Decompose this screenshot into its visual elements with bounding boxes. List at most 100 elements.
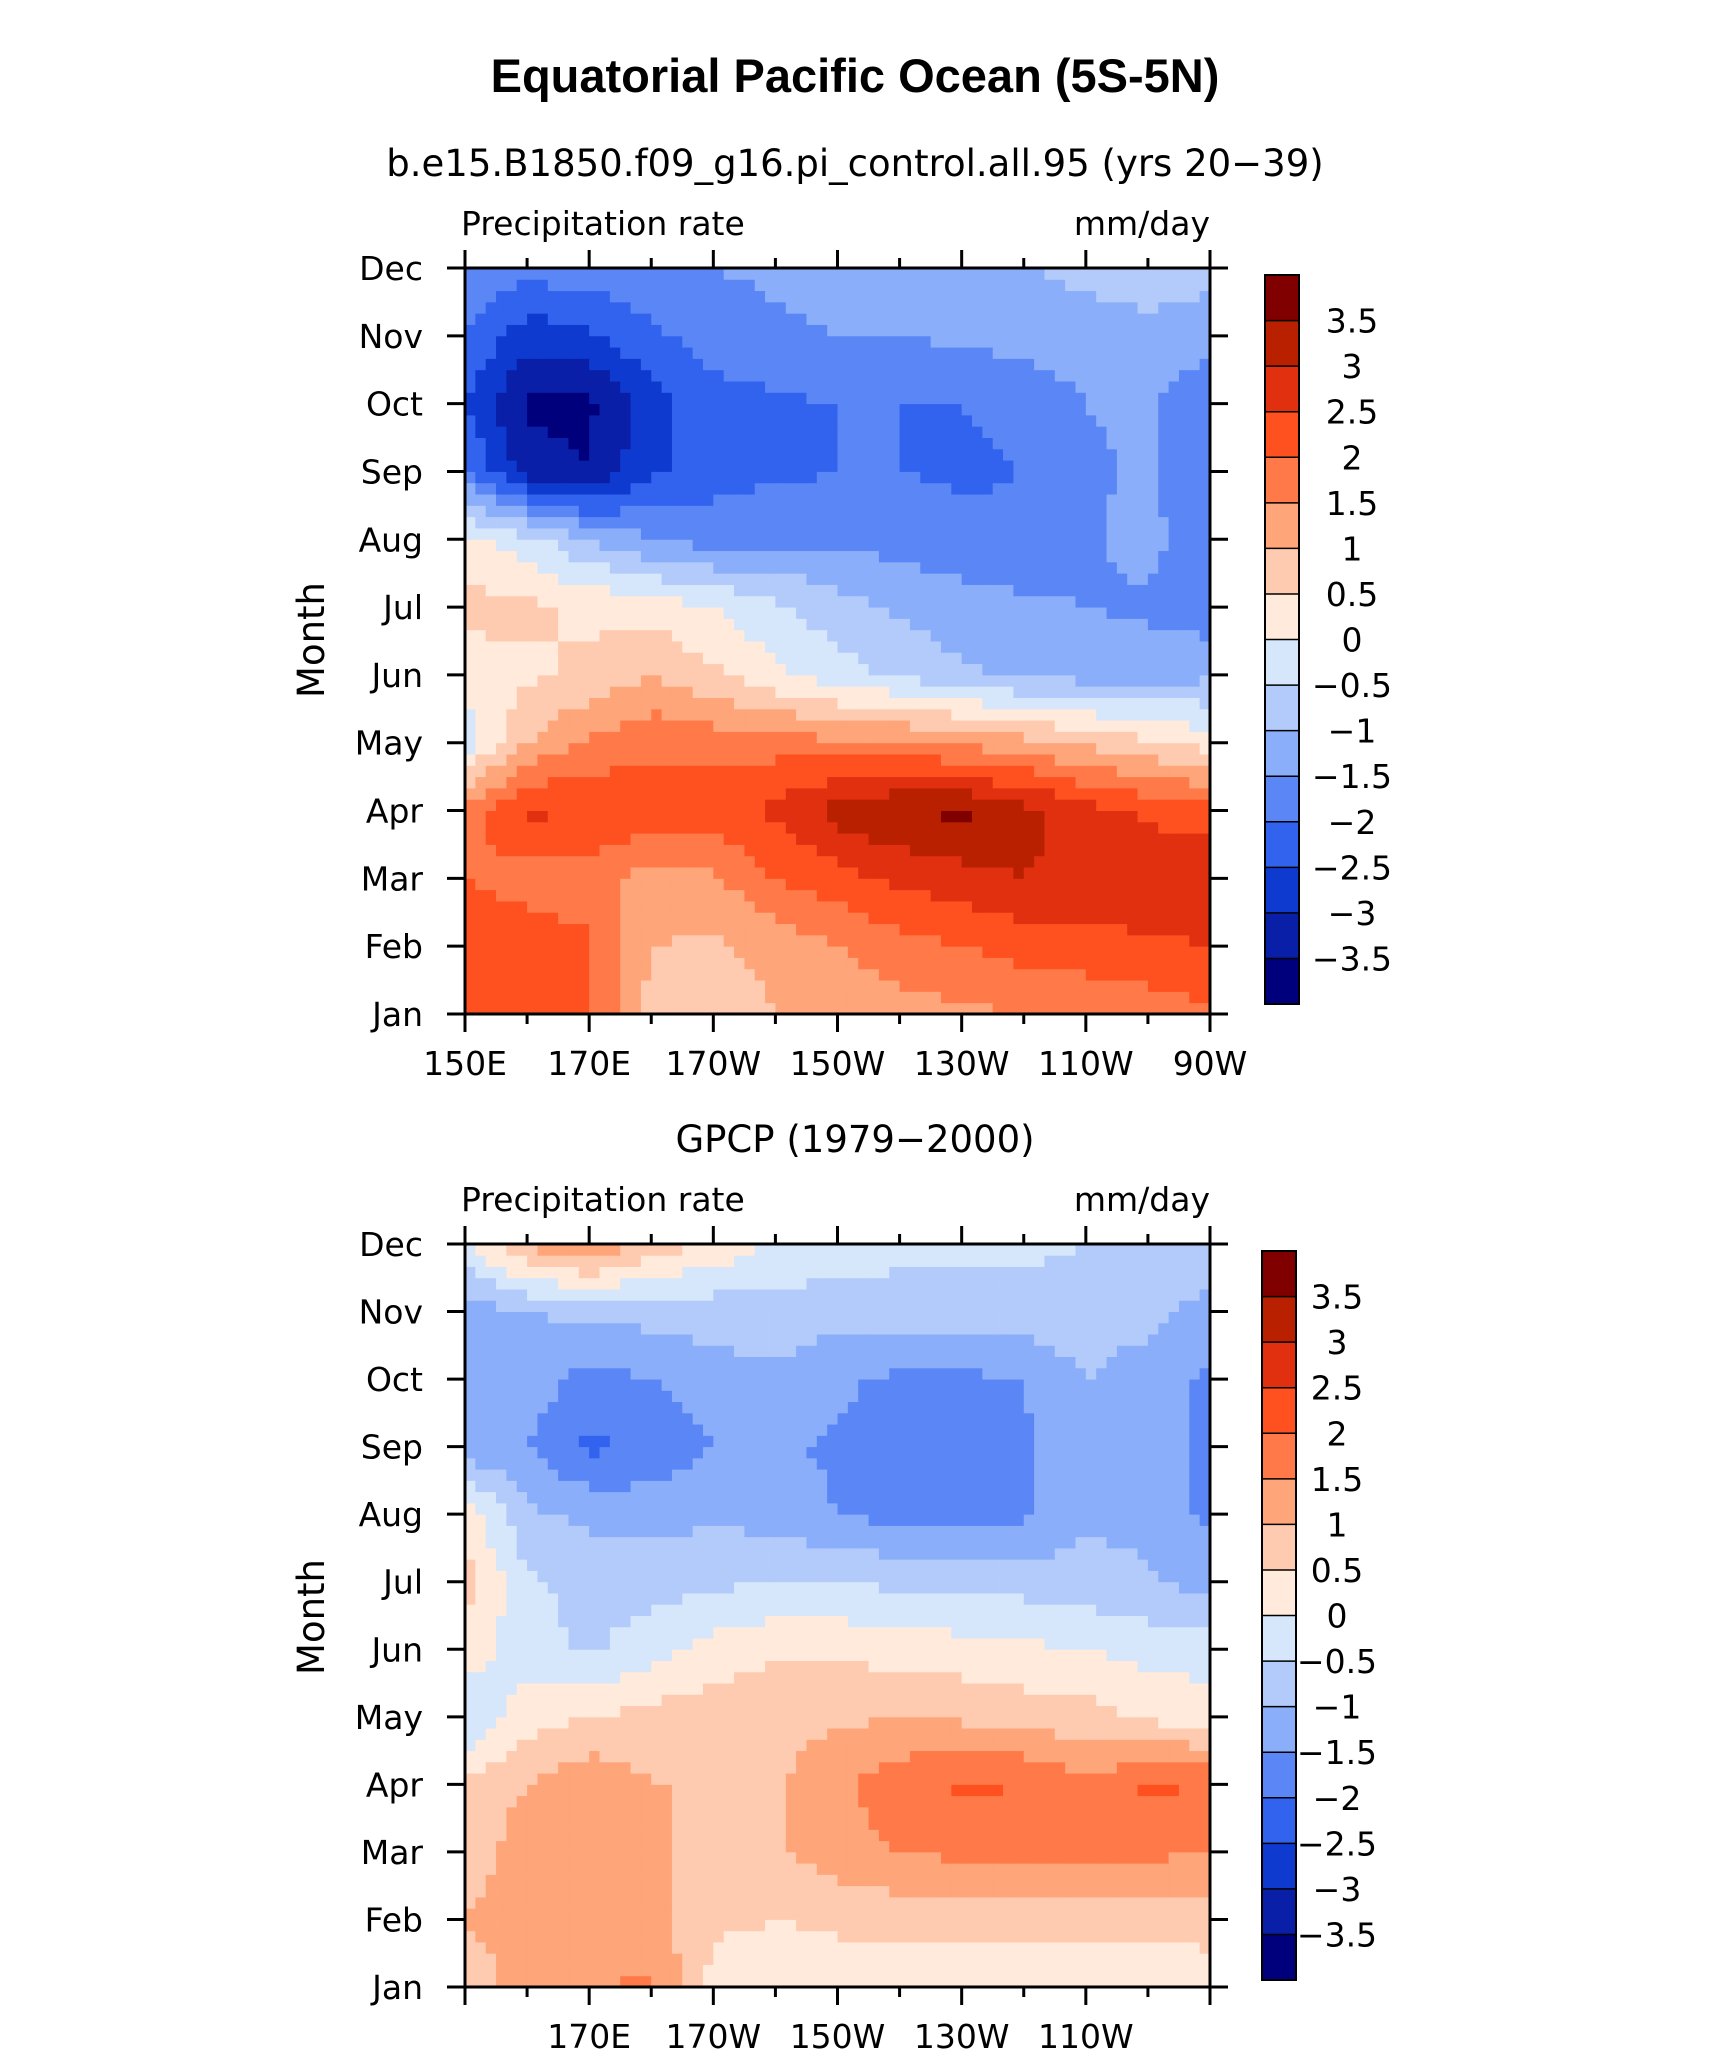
contour-cell	[609, 301, 621, 314]
contour-cell	[1044, 335, 1056, 348]
contour-cell	[1199, 448, 1210, 461]
contour-cell	[1065, 448, 1076, 461]
contour-cell	[754, 821, 766, 834]
contour-cell	[744, 686, 756, 698]
contour-cell	[713, 324, 725, 337]
contour-cell	[1189, 968, 1201, 981]
contour-cell	[1147, 674, 1159, 687]
contour-cell	[847, 900, 859, 913]
contour-cell	[547, 674, 559, 687]
contour-cell	[847, 347, 859, 359]
contour-cell	[620, 279, 631, 292]
contour-cell	[651, 867, 663, 879]
contour-cell	[1013, 855, 1025, 868]
contour-cell	[754, 765, 766, 778]
contour-cell	[1147, 494, 1159, 506]
contour-cell	[1189, 460, 1201, 472]
contour-cell	[992, 527, 1004, 540]
contour-cell	[620, 708, 631, 721]
contour-cell	[930, 561, 942, 574]
contour-cell	[972, 867, 983, 879]
contour-cell	[599, 527, 611, 540]
contour-cell	[1034, 471, 1045, 484]
contour-cell	[1106, 539, 1118, 552]
contour-cell	[796, 279, 807, 292]
contour-cell	[878, 437, 890, 450]
contour-cell	[1158, 720, 1170, 732]
contour-cell	[847, 731, 859, 744]
contour-cell	[568, 686, 580, 698]
contour-cell	[827, 482, 838, 495]
contour-cell	[496, 867, 507, 879]
contour-cell	[744, 742, 756, 755]
contour-cell	[1075, 810, 1087, 823]
contour-cell	[785, 765, 797, 778]
contour-cell	[754, 313, 766, 325]
contour-cell	[765, 810, 776, 823]
contour-cell	[744, 324, 756, 337]
contour-cell	[1085, 912, 1097, 925]
contour-cell	[1116, 934, 1128, 947]
contour-cell	[516, 912, 528, 925]
contour-cell	[920, 754, 932, 766]
contour-cell	[568, 573, 580, 585]
contour-cell	[982, 369, 994, 382]
contour-cell	[940, 516, 952, 529]
contour-cell	[671, 686, 683, 698]
contour-cell	[972, 426, 983, 438]
contour-cell	[1003, 878, 1014, 891]
contour-cell	[1003, 324, 1014, 337]
contour-cell	[702, 833, 714, 845]
contour-cell	[765, 731, 776, 744]
contour-cell	[599, 358, 611, 371]
contour-cell	[785, 505, 797, 518]
contour-cell	[702, 335, 714, 348]
contour-cell	[930, 720, 942, 732]
contour-cell	[651, 652, 663, 665]
contour-cell	[1096, 324, 1107, 337]
contour-cell	[796, 550, 807, 563]
contour-cell	[920, 697, 932, 710]
contour-cell	[1065, 347, 1076, 359]
contour-cell	[837, 878, 849, 891]
contour-cell	[702, 595, 714, 608]
contour-cell	[1106, 934, 1118, 947]
contour-cell	[527, 573, 538, 585]
contour-cell	[940, 539, 952, 552]
contour-cell	[858, 629, 869, 642]
contour-cell	[640, 686, 652, 698]
contour-cell	[920, 527, 932, 540]
contour-cell	[630, 369, 642, 382]
contour-cell	[516, 674, 528, 687]
contour-cell	[940, 629, 952, 642]
contour-cell	[972, 776, 983, 789]
contour-cell	[909, 279, 921, 292]
contour-cell	[1085, 810, 1097, 823]
contour-cell	[785, 460, 797, 472]
contour-cell	[589, 279, 600, 292]
contour-cell	[682, 584, 694, 597]
contour-cell	[630, 335, 642, 348]
contour-cell	[920, 505, 932, 518]
contour-cell	[578, 731, 590, 744]
contour-cell	[909, 471, 921, 484]
contour-cell	[1127, 539, 1138, 552]
contour-cell	[785, 301, 797, 314]
contour-cell	[744, 980, 756, 992]
contour-cell	[537, 731, 549, 744]
contour-cell	[1054, 392, 1066, 405]
contour-cell	[1137, 437, 1149, 450]
contour-cell	[796, 867, 807, 879]
contour-cell	[485, 381, 497, 393]
contour-cell	[1013, 414, 1025, 427]
contour-cell	[961, 539, 973, 552]
contour-cell	[899, 697, 911, 710]
contour-cell	[847, 833, 859, 845]
contour-cell	[972, 358, 983, 371]
contour-cell	[1137, 821, 1149, 834]
contour-cell	[1075, 855, 1087, 868]
contour-cell	[578, 494, 590, 506]
contour-cell	[599, 765, 611, 778]
contour-cell	[930, 946, 942, 958]
contour-cell	[1147, 697, 1159, 710]
